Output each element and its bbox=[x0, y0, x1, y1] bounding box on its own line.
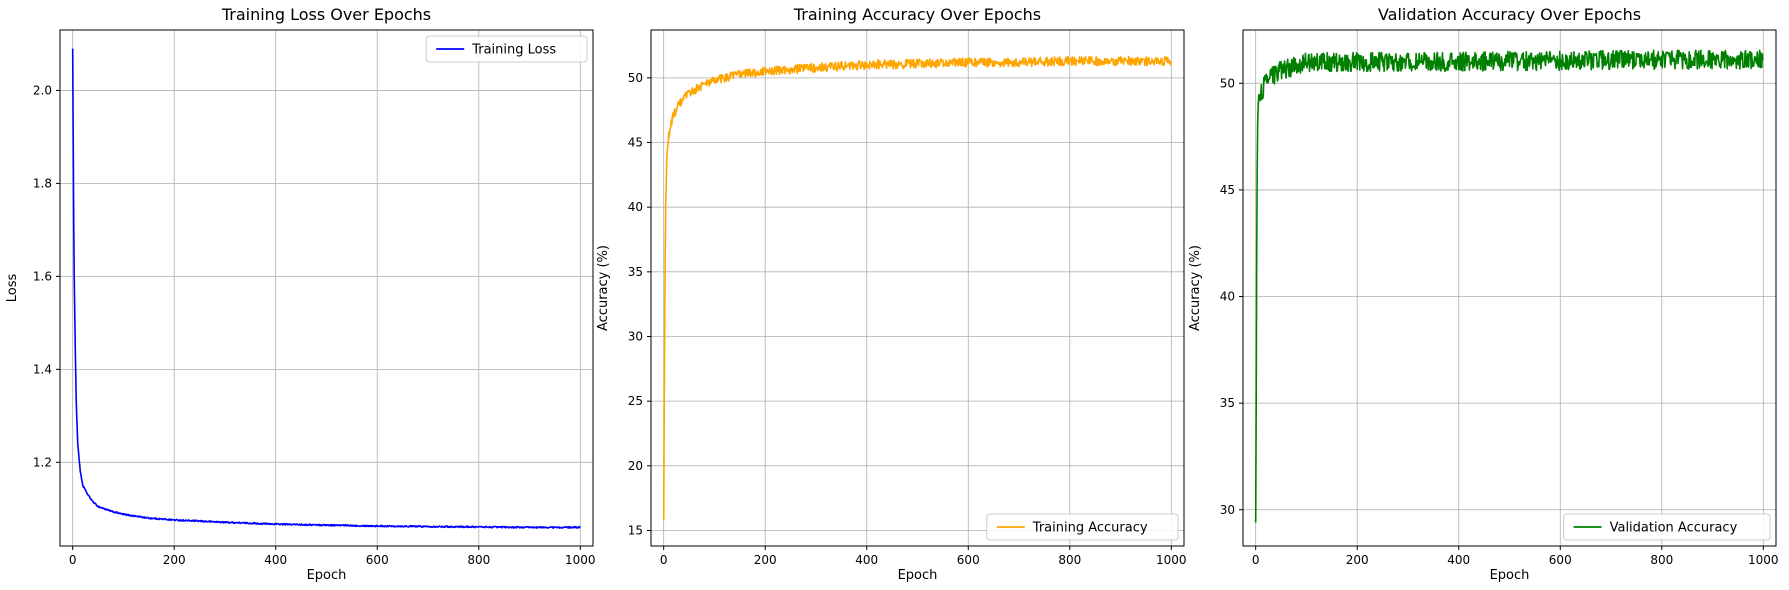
x-tick-label: 0 bbox=[1252, 553, 1260, 567]
y-tick-label: 40 bbox=[1220, 290, 1235, 304]
y-tick-label: 20 bbox=[628, 459, 643, 473]
plot-frame bbox=[59, 29, 594, 547]
plot-frame bbox=[650, 29, 1185, 547]
chart-1: 0 200 400 600 800 1000 1.2 1.4 1.6 1.8 2.0 Training… bbox=[5, 5, 596, 583]
x-tick-label: 0 bbox=[69, 553, 77, 567]
x-tick-label: 200 bbox=[754, 553, 777, 567]
y-axis-label: Accuracy (%) bbox=[1188, 245, 1203, 331]
x-tick-label: 1000 bbox=[1748, 553, 1779, 567]
y-tick-label: 30 bbox=[628, 329, 643, 343]
series-line bbox=[1254, 49, 1764, 523]
legend-label: Validation Accuracy bbox=[1610, 521, 1738, 536]
legend-label: Training Accuracy bbox=[1032, 521, 1148, 536]
y-tick-label: 45 bbox=[1220, 183, 1235, 197]
chart-title: Validation Accuracy Over Epochs bbox=[1378, 5, 1641, 24]
x-tick-label: 600 bbox=[366, 553, 389, 567]
y-tick-label: 1.6 bbox=[33, 269, 52, 283]
x-tick-label: 800 bbox=[1058, 553, 1081, 567]
x-tick-label: 200 bbox=[1346, 553, 1369, 567]
y-axis-label: Loss bbox=[5, 274, 20, 303]
legend: Validation Accuracy bbox=[1563, 513, 1771, 541]
x-tick-label: 1000 bbox=[1156, 553, 1187, 567]
chart-3: 0 200 400 600 800 1000 30 35 40 45 50 Validation Ac… bbox=[1188, 5, 1779, 583]
series-line bbox=[662, 55, 1172, 521]
y-tick-label: 25 bbox=[628, 394, 643, 408]
legend-label: Training Loss bbox=[471, 43, 556, 58]
y-tick-label: 50 bbox=[628, 71, 643, 85]
x-tick-label: 0 bbox=[660, 553, 668, 567]
y-tick-label: 35 bbox=[1220, 396, 1235, 410]
x-tick-label: 600 bbox=[957, 553, 980, 567]
y-tick-label: 2.0 bbox=[33, 83, 52, 97]
y-axis-label: Accuracy (%) bbox=[596, 245, 611, 331]
y-tick-label: 1.2 bbox=[33, 455, 52, 469]
legend: Training Accuracy bbox=[986, 513, 1179, 541]
legend-box bbox=[1563, 513, 1771, 541]
series-line bbox=[71, 48, 581, 529]
y-tick-label: 15 bbox=[628, 523, 643, 537]
x-tick-label: 800 bbox=[1650, 553, 1673, 567]
x-tick-label: 400 bbox=[855, 553, 878, 567]
x-tick-label: 400 bbox=[264, 553, 287, 567]
y-tick-label: 30 bbox=[1220, 503, 1235, 517]
legend: Training Loss bbox=[425, 35, 588, 63]
x-tick-label: 800 bbox=[467, 553, 490, 567]
chart-title: Training Accuracy Over Epochs bbox=[793, 5, 1041, 24]
x-tick-label: 600 bbox=[1549, 553, 1572, 567]
x-axis-label: Epoch bbox=[898, 568, 938, 583]
y-tick-label: 40 bbox=[628, 200, 643, 214]
y-tick-label: 45 bbox=[628, 136, 643, 150]
x-axis-label: Epoch bbox=[1490, 568, 1530, 583]
y-tick-label: 35 bbox=[628, 265, 643, 279]
legend-box bbox=[425, 35, 588, 63]
chart-2: 0 200 400 600 800 1000 15 20 25 30 35 40 45 50 Trainin… bbox=[596, 5, 1187, 583]
x-axis-label: Epoch bbox=[307, 568, 347, 583]
plot-frame bbox=[1242, 29, 1777, 547]
chart-title: Training Loss Over Epochs bbox=[221, 5, 431, 24]
legend-box bbox=[986, 513, 1179, 541]
y-tick-label: 50 bbox=[1220, 76, 1235, 90]
x-tick-label: 1000 bbox=[565, 553, 596, 567]
y-tick-label: 1.4 bbox=[33, 362, 52, 376]
x-tick-label: 400 bbox=[1447, 553, 1470, 567]
y-tick-label: 1.8 bbox=[33, 176, 52, 190]
x-tick-label: 200 bbox=[163, 553, 186, 567]
